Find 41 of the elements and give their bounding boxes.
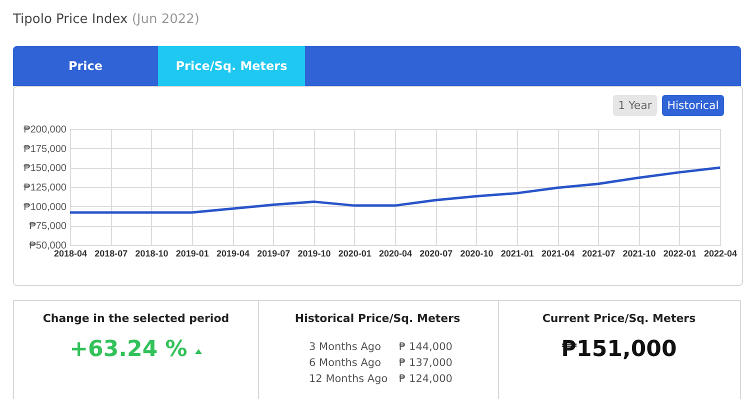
text: ₱151,000	[560, 337, 678, 362]
text: 12 Months Ago	[309, 373, 388, 385]
text: ₱ 144,000	[399, 341, 452, 353]
x-tick-label: 2022-01	[663, 248, 696, 258]
y-tick-label: ₱175,000	[24, 144, 67, 155]
text: Price	[67, 58, 104, 75]
text: Price/Sq. Meters	[158, 46, 305, 86]
text: Historical	[662, 95, 724, 116]
x-tick-label: 2019-07	[257, 248, 290, 258]
y-tick-label: ₱100,000	[24, 202, 67, 213]
x-tick-label: 2020-04	[378, 248, 412, 258]
text: 6 Months Ago	[309, 357, 382, 369]
text: ₱ 124,000	[399, 373, 452, 385]
text: Tipolo Price Index	[13, 12, 128, 27]
x-tick-label: 2019-01	[176, 248, 209, 258]
text: 3 Months Ago	[309, 341, 382, 353]
y-tick-label: ₱200,000	[24, 124, 67, 136]
x-tick-label: 2019-04	[216, 248, 250, 258]
text: ₱ 137,000	[399, 357, 452, 369]
text: Change in the selected period	[42, 312, 230, 325]
x-tick-label: 2020-07	[420, 248, 453, 258]
y-tick-label: ₱125,000	[24, 182, 67, 194]
text: Historical Price/Sq. Meters	[294, 312, 462, 325]
x-tick-label: 2018-04	[54, 248, 88, 258]
y-tick-label: ₱50,000	[29, 240, 67, 252]
x-tick-label: 2021-01	[500, 248, 534, 258]
y-tick-label: ₱75,000	[29, 221, 67, 232]
text: (Jun 2022)	[130, 12, 200, 27]
x-tick-label: 2022-04	[704, 248, 738, 258]
y-tick-label: ₱150,000	[24, 163, 67, 174]
x-tick-label: 2019-10	[298, 248, 331, 258]
x-tick-label: 2018-10	[135, 248, 168, 258]
text: Current Price/Sq. Meters	[541, 312, 697, 325]
x-tick-label: 2020-01	[338, 248, 372, 258]
x-tick-label: 2021-04	[541, 248, 575, 258]
x-tick-label: 2021-10	[622, 248, 656, 258]
text: 1 Year	[613, 95, 657, 116]
text: +63.24 %	[70, 337, 188, 362]
x-tick-label: 2021-07	[582, 248, 616, 258]
x-tick-label: 2020-10	[460, 248, 494, 258]
x-tick-label: 2018-07	[94, 248, 128, 258]
